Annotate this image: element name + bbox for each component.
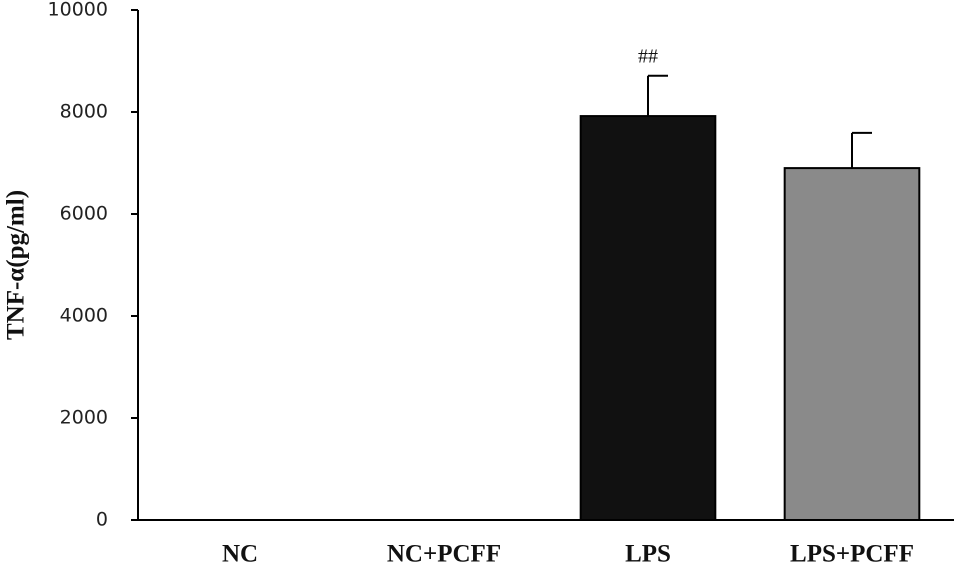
- x-tick-label: LPS: [625, 541, 671, 568]
- x-tick-label: NC: [222, 541, 258, 568]
- y-tick-label: 0: [96, 509, 108, 531]
- x-tick-label: NC+PCFF: [387, 541, 501, 568]
- y-tick-label: 6000: [60, 203, 108, 225]
- annotation: ##: [638, 45, 658, 67]
- bar: [783, 167, 921, 521]
- bar: [579, 115, 717, 522]
- y-tick-label: 8000: [60, 101, 108, 123]
- y-tick-label: 2000: [60, 407, 108, 429]
- y-tick-label: 4000: [60, 305, 108, 327]
- y-axis-label: TNF-α(pg/ml): [3, 190, 30, 340]
- y-tick-label: 10000: [48, 0, 108, 21]
- x-tick-label: LPS+PCFF: [790, 541, 914, 568]
